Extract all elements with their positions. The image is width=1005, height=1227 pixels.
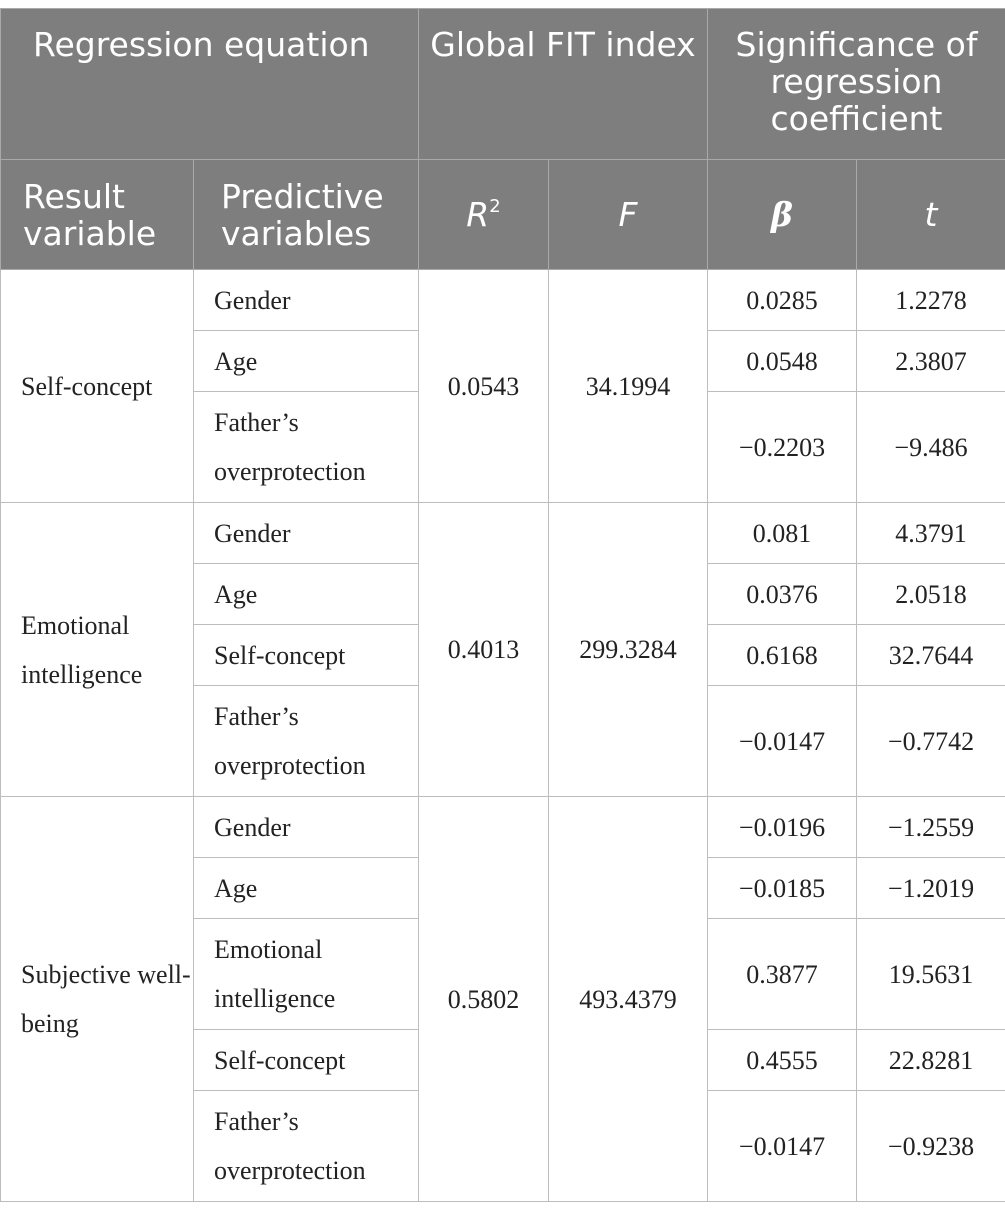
f-cell: 493.4379 <box>548 796 708 1202</box>
header-significance: Significance of regression coefficient <box>707 8 1005 160</box>
predictor-cell: Father’s overprotection <box>193 391 419 503</box>
f-cell: 34.1994 <box>548 269 708 503</box>
header-beta: β <box>707 159 857 270</box>
header-global-fit-index: Global FIT index <box>418 8 708 160</box>
t-cell: 2.0518 <box>856 563 1005 625</box>
t-cell: 19.5631 <box>856 918 1005 1030</box>
table-row: Self-concept Gender 0.0543 34.1994 0.028… <box>0 269 1005 503</box>
table-row: Age 0.0376 2.0518 <box>1 563 1005 625</box>
predictor-cell: Gender <box>193 269 419 331</box>
r-superscript: 2 <box>489 196 501 217</box>
beta-cell: 0.6168 <box>707 624 857 686</box>
beta-cell: 0.0285 <box>707 269 857 331</box>
header-t: t <box>856 159 1005 270</box>
predictor-cell: Age <box>193 563 419 625</box>
predictor-cell: Self-concept <box>193 624 419 686</box>
f-cell: 299.3284 <box>548 502 708 797</box>
t-cell: 32.7644 <box>856 624 1005 686</box>
t-cell: 1.2278 <box>856 269 1005 331</box>
t-cell: −1.2019 <box>856 857 1005 919</box>
header-regression-equation: Regression equation <box>0 8 419 160</box>
r2-cell: 0.0543 <box>418 269 549 503</box>
table-row: Age 0.0548 2.3807 <box>1 330 1005 392</box>
beta-cell: −0.0147 <box>707 685 857 797</box>
header-predictive-variables: Predictive variables <box>193 159 419 270</box>
table-row: Father’s overprotection −0.0147 −0.9238 <box>1 1090 1005 1202</box>
t-cell: 4.3791 <box>856 502 1005 564</box>
beta-cell: −0.0185 <box>707 857 857 919</box>
t-cell: −9.486 <box>856 391 1005 503</box>
beta-cell: 0.0376 <box>707 563 857 625</box>
beta-cell: −0.2203 <box>707 391 857 503</box>
t-cell: −1.2559 <box>856 796 1005 858</box>
table-row: Age −0.0185 −1.2019 <box>1 857 1005 919</box>
header-result-variable: Result variable <box>0 159 194 270</box>
predictor-cell: Gender <box>193 502 419 564</box>
table-row: Subjective well-being Gender 0.5802 493.… <box>0 796 1005 1202</box>
table-row: Self-concept 0.6168 32.7644 <box>1 624 1005 686</box>
result-variable-cell: Subjective well-being <box>0 796 194 1202</box>
beta-cell: 0.081 <box>707 502 857 564</box>
t-symbol: t <box>924 195 938 234</box>
beta-cell: −0.0147 <box>707 1090 857 1202</box>
beta-cell: 0.3877 <box>707 918 857 1030</box>
predictor-cell: Age <box>193 330 419 392</box>
predictor-cell: Father’s overprotection <box>193 1090 419 1202</box>
header-r-squared: R2 <box>418 159 549 270</box>
table-row: Father’s overprotection −0.0147 −0.7742 <box>1 685 1005 797</box>
r2-cell: 0.5802 <box>418 796 549 1202</box>
table-row: Self-concept 0.4555 22.8281 <box>1 1029 1005 1091</box>
t-cell: −0.7742 <box>856 685 1005 797</box>
result-variable-cell: Emotional intelligence <box>0 502 194 797</box>
table-row: Emotional intelligence 0.3877 19.5631 <box>1 918 1005 1030</box>
t-cell: −0.9238 <box>856 1090 1005 1202</box>
predictor-cell: Self-concept <box>193 1029 419 1091</box>
predictor-cell: Gender <box>193 796 419 858</box>
predictor-cell: Emotional intelligence <box>193 918 419 1030</box>
beta-cell: 0.0548 <box>707 330 857 392</box>
header-f: F <box>548 159 708 270</box>
predictor-cell: Age <box>193 857 419 919</box>
header-row-top: Regression equation Global FIT index Sig… <box>0 8 1005 160</box>
beta-symbol: β <box>771 195 793 234</box>
f-symbol: F <box>618 195 638 234</box>
r-symbol: R <box>466 195 490 234</box>
t-cell: 22.8281 <box>856 1029 1005 1091</box>
header-row-sub: Result variable Predictive variables R2 … <box>0 159 1005 270</box>
r2-cell: 0.4013 <box>418 502 549 797</box>
beta-cell: −0.0196 <box>707 796 857 858</box>
predictor-cell: Father’s overprotection <box>193 685 419 797</box>
beta-cell: 0.4555 <box>707 1029 857 1091</box>
t-cell: 2.3807 <box>856 330 1005 392</box>
regression-table: Regression equation Global FIT index Sig… <box>0 8 1005 1202</box>
result-variable-cell: Self-concept <box>0 269 194 503</box>
table-row: Emotional intelligence Gender 0.4013 299… <box>0 502 1005 797</box>
